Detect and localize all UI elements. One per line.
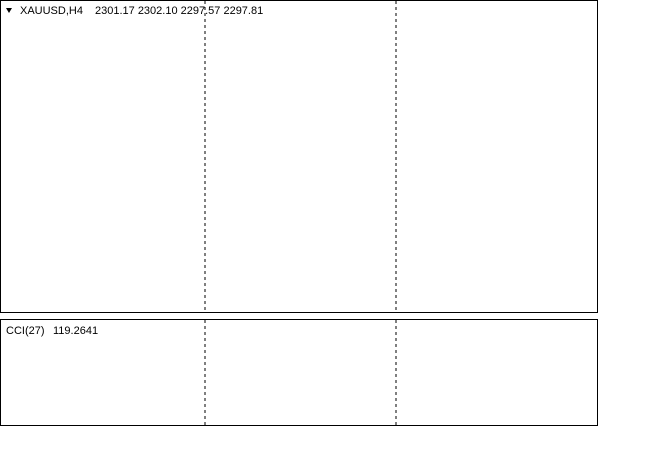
main-panel-frame	[0, 0, 598, 313]
indicator-title: CCI(27)	[6, 325, 45, 337]
collapse-arrow	[6, 8, 12, 13]
indicator-last-value: 119.2641	[53, 325, 98, 337]
ohlc-text: 2301.17 2302.10 2297.57 2297.81	[95, 5, 263, 17]
indicator-panel-frame	[0, 319, 598, 426]
symbol-title: XAUUSD,H4	[20, 5, 83, 17]
